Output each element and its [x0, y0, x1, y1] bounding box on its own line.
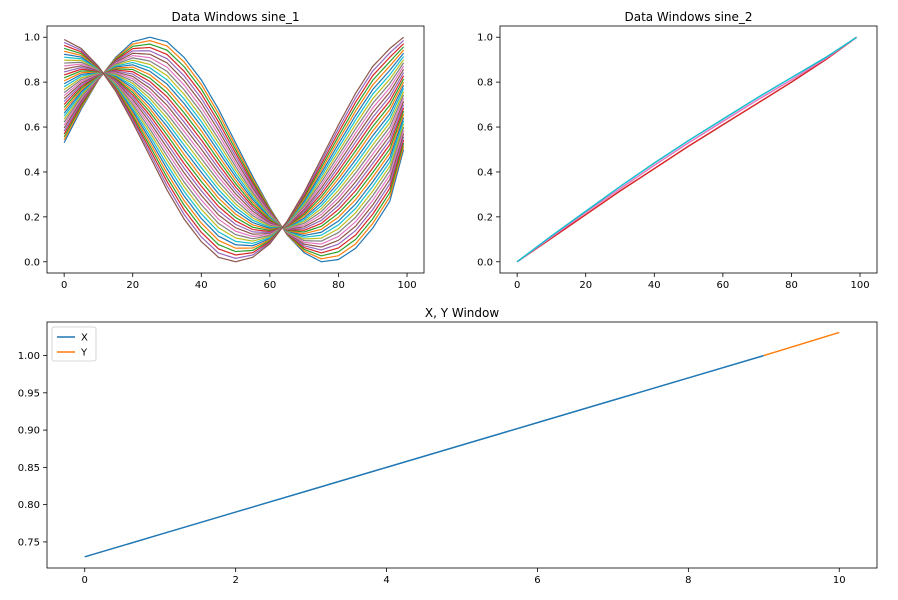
series-line — [63, 43, 405, 257]
y-tick-label: 1.0 — [24, 33, 40, 44]
series-line — [63, 59, 405, 240]
series-line — [63, 46, 405, 253]
x-tick-label: 20 — [126, 280, 139, 291]
series-line — [63, 46, 405, 254]
y-tick-label: 1.00 — [18, 351, 40, 362]
series-line — [63, 71, 405, 230]
x-tick-label: 0 — [82, 575, 88, 586]
axes-frame — [499, 25, 878, 274]
x-tick-label: 100 — [397, 280, 416, 291]
series-line — [63, 71, 405, 230]
series-line — [63, 43, 405, 256]
legend: XY — [51, 326, 97, 362]
series-line — [63, 39, 405, 259]
x-tick-label: 60 — [264, 280, 277, 291]
series-line — [63, 54, 405, 245]
y-tick-label: 0.6 — [24, 123, 40, 134]
y-tick-label: 0.2 — [477, 212, 493, 223]
series-line — [63, 69, 405, 231]
legend-label-x: X — [81, 333, 88, 344]
x-tick-label: 2 — [232, 575, 238, 586]
series-line — [63, 71, 405, 231]
chart-title: Data Windows sine_1 — [171, 10, 299, 24]
x-tick-label: 100 — [850, 280, 869, 291]
series-line — [63, 68, 405, 233]
y-tick-label: 0.90 — [18, 426, 40, 437]
y-tick-label: 0.80 — [18, 500, 40, 511]
x-tick-label: 10 — [833, 575, 846, 586]
series-line — [63, 66, 405, 235]
y-tick-label: 1.0 — [477, 33, 493, 44]
series-line — [63, 68, 405, 233]
series-line — [63, 40, 405, 260]
series-line — [64, 59, 405, 242]
series-line — [516, 36, 858, 263]
series-line-y — [763, 331, 840, 357]
series-line — [63, 70, 405, 231]
series-line — [63, 61, 405, 238]
y-tick-label: 0.2 — [24, 212, 40, 223]
series-line — [64, 56, 405, 245]
x-tick-label: 0 — [61, 280, 67, 291]
legend-box — [51, 326, 97, 362]
series-line-x — [84, 354, 765, 558]
legend-label-y: Y — [80, 348, 88, 359]
series-line — [516, 36, 858, 263]
series-line — [63, 50, 405, 251]
x-tick-label: 6 — [534, 575, 540, 586]
series-line — [63, 52, 405, 248]
series-line — [64, 65, 405, 235]
series-line — [63, 72, 405, 230]
y-tick-label: 0.8 — [24, 78, 40, 89]
series-line — [63, 70, 405, 232]
chart-panel-2 — [496, 25, 878, 277]
series-line — [64, 52, 405, 247]
x-tick-label: 80 — [785, 280, 798, 291]
x-tick-label: 20 — [579, 280, 592, 291]
y-tick-label: 0.4 — [24, 167, 40, 178]
x-tick-label: 0 — [514, 280, 520, 291]
y-tick-label: 0.75 — [18, 537, 40, 548]
y-tick-label: 0.4 — [477, 167, 493, 178]
y-tick-label: 0.6 — [477, 123, 493, 134]
series-line — [63, 72, 405, 229]
x-tick-label: 40 — [648, 280, 661, 291]
series-line — [63, 36, 405, 263]
series-line — [63, 66, 405, 234]
axes-frame — [46, 321, 878, 569]
y-tick-label: 0.95 — [18, 388, 40, 399]
x-tick-label: 60 — [717, 280, 730, 291]
series-line — [64, 61, 405, 240]
y-tick-label: 0.0 — [477, 257, 493, 268]
series-line — [63, 57, 405, 242]
series-line — [64, 49, 405, 249]
y-tick-label: 0.8 — [477, 78, 493, 89]
series-line — [63, 71, 405, 229]
series-line — [64, 63, 405, 238]
chart-title: Data Windows sine_2 — [624, 10, 752, 24]
chart-panel-1 — [43, 25, 425, 277]
x-tick-label: 8 — [685, 575, 691, 586]
y-tick-label: 0.85 — [18, 463, 40, 474]
series-line — [63, 36, 404, 263]
chart-title: X, Y Window — [425, 306, 499, 320]
chart-panel-3: XY — [43, 321, 878, 572]
series-line — [63, 64, 405, 237]
x-tick-label: 4 — [383, 575, 389, 586]
series-line — [516, 36, 858, 263]
x-tick-label: 80 — [332, 280, 345, 291]
y-tick-label: 0.0 — [24, 257, 40, 268]
axes-frame — [46, 25, 425, 274]
x-tick-label: 40 — [195, 280, 208, 291]
series-line — [63, 72, 405, 229]
